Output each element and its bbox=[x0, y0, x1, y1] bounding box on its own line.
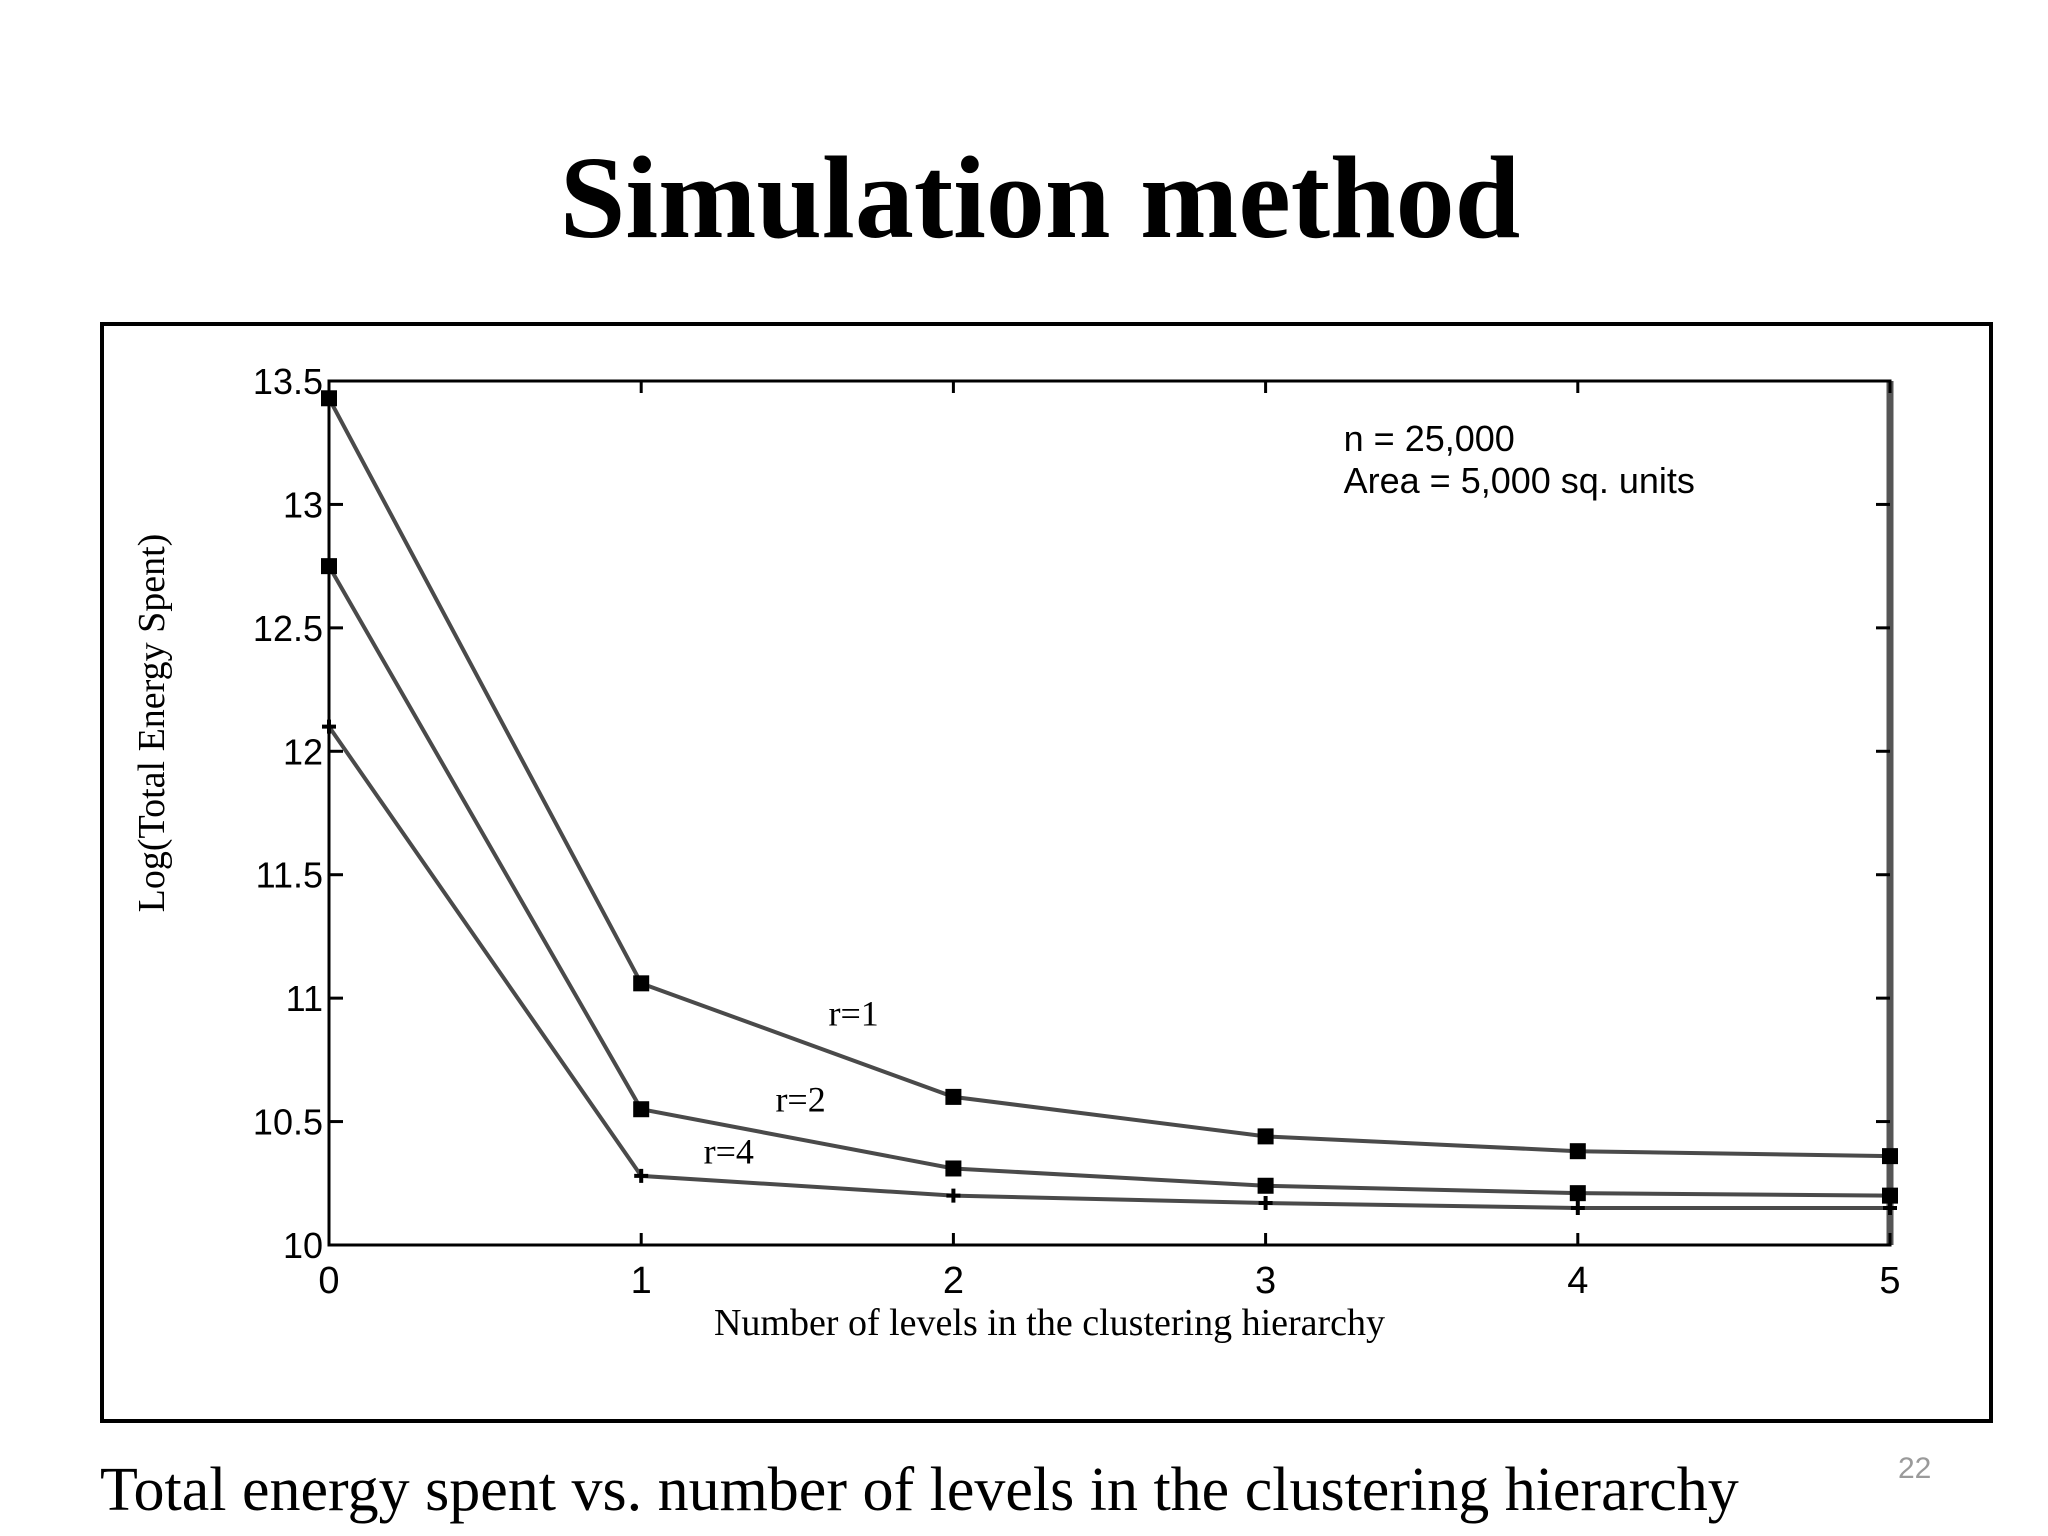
y-tick-label: 10.5 bbox=[253, 1102, 323, 1143]
data-point bbox=[945, 1160, 962, 1177]
series-label: r=2 bbox=[775, 1080, 825, 1120]
data-point bbox=[321, 558, 337, 575]
series-label: r=1 bbox=[829, 993, 879, 1033]
annotation-text: n = 25,000 bbox=[1344, 418, 1515, 459]
y-tick-label: 11 bbox=[286, 978, 323, 1019]
x-tick-label: 4 bbox=[1567, 1260, 1588, 1302]
x-axis-label: Number of levels in the clustering hiera… bbox=[714, 1302, 1385, 1344]
data-point bbox=[322, 719, 336, 734]
series-line-r1 bbox=[327, 397, 1891, 1159]
x-tick-label: 3 bbox=[1255, 1260, 1276, 1302]
data-point bbox=[1882, 1148, 1898, 1165]
series-line-r2 bbox=[327, 565, 1891, 1198]
data-point bbox=[1569, 1185, 1586, 1202]
series-line-r4 bbox=[327, 725, 1890, 1210]
data-point bbox=[1570, 1200, 1585, 1215]
data-point bbox=[1257, 1177, 1274, 1194]
x-tick-label: 0 bbox=[318, 1260, 339, 1302]
y-tick-label: 10 bbox=[283, 1225, 323, 1266]
data-point bbox=[1569, 1143, 1586, 1160]
data-point bbox=[1258, 1196, 1273, 1211]
data-point bbox=[633, 1101, 650, 1118]
y-tick-label: 12 bbox=[283, 731, 323, 772]
x-tick-label: 1 bbox=[631, 1260, 652, 1302]
data-point bbox=[321, 390, 337, 407]
annotation-text: Area = 5,000 sq. units bbox=[1344, 460, 1695, 501]
y-tick-label: 13 bbox=[283, 484, 323, 525]
figure-caption: Total energy spent vs. number of levels … bbox=[100, 1456, 1739, 1524]
data-point bbox=[633, 975, 650, 992]
figure-frame: 0 1 2 3 4 5 10 10.5 11 11.5 12 12.5 13 13.5 Number of … bbox=[100, 322, 1993, 1423]
y-axis-label: Log(Total Energy Spent) bbox=[131, 534, 173, 913]
series-label: r=4 bbox=[704, 1132, 754, 1172]
data-point bbox=[1257, 1128, 1274, 1145]
slide-number: 22 bbox=[1898, 1452, 1932, 1485]
data-point bbox=[1883, 1200, 1897, 1215]
y-tick-label: 13.5 bbox=[253, 361, 323, 402]
data-point bbox=[1882, 1187, 1898, 1204]
y-tick-label: 11.5 bbox=[256, 855, 323, 896]
data-point bbox=[946, 1188, 961, 1203]
slide-title: Simulation method bbox=[559, 132, 1521, 263]
data-point bbox=[945, 1088, 962, 1105]
x-tick-label: 2 bbox=[943, 1260, 964, 1302]
data-point bbox=[634, 1168, 649, 1183]
x-tick-label: 5 bbox=[1879, 1260, 1900, 1302]
y-tick-label: 12.5 bbox=[253, 608, 323, 649]
